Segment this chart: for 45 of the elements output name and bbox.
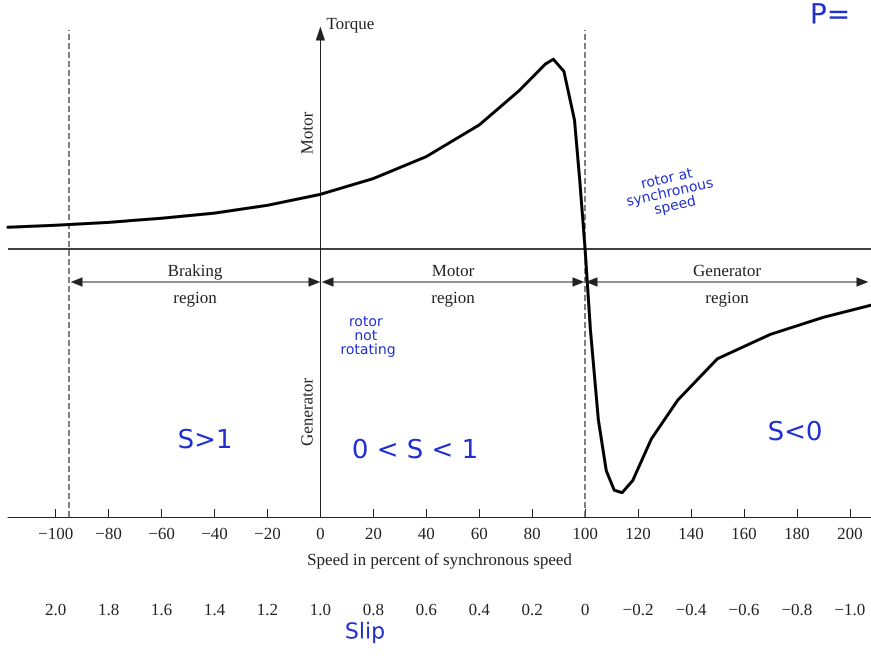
x2-tick-label: −1.0 [834,600,866,619]
x2-tick-label: 1.4 [204,600,226,619]
x-tick-label: 80 [524,524,541,543]
annotation: rotor not rotating [340,314,396,358]
x-tick-label: 40 [418,524,435,543]
x-tick-label: −20 [254,524,281,543]
x2-tick-label: −0.8 [781,600,812,619]
annotation: Braking region [168,261,223,307]
x2-tick-label: 0.4 [468,600,490,619]
x-tick-label: 100 [572,524,598,543]
x-tick-label: 20 [364,524,382,543]
annotation: Generator [298,378,316,446]
x2-tick-label: 1.0 [310,600,331,619]
x2-tick-label: −0.4 [676,600,707,619]
x2-tick-label: 1.8 [98,600,120,619]
x-tick-label: −80 [95,524,122,543]
annotation: S<0 [768,417,822,447]
x-tick-label: 160 [731,524,757,543]
x-tick-label: 60 [470,524,488,543]
annotation: Motor region [431,261,476,307]
x-tick-label: −40 [201,524,228,543]
x2-tick-label: −0.6 [728,600,760,619]
x2-tick-label: −0.2 [622,600,654,619]
x-tick-label: 140 [678,524,704,543]
x2-tick-label: 1.2 [256,600,278,619]
x2-tick-label: 0 [580,600,590,619]
annotation: S>1 [178,425,232,455]
x-tick-label: 200 [837,524,863,543]
x2-axis-title: Slip [344,620,386,644]
text: P= [810,0,850,30]
annotation: Motor [298,111,316,154]
x-axis-title: Speed in percent of synchronous speed [307,550,572,569]
annotation: Generator region [693,261,762,307]
y-axis-title: Torque [326,14,374,33]
x-tick-label: −60 [148,524,175,543]
annotation: 0 < S < 1 [352,435,478,465]
x2-tick-label: 2.0 [45,600,66,619]
x-tick-label: 120 [625,524,651,543]
x2-tick-label: 0.2 [522,600,543,619]
x2-tick-label: 0.6 [416,600,437,619]
x2-tick-label: 0.8 [362,600,384,619]
x-tick-label: 180 [784,524,810,543]
x2-tick-label: 1.6 [150,600,172,619]
x-tick-label: 0 [316,524,325,543]
x-tick-label: −100 [38,524,74,543]
